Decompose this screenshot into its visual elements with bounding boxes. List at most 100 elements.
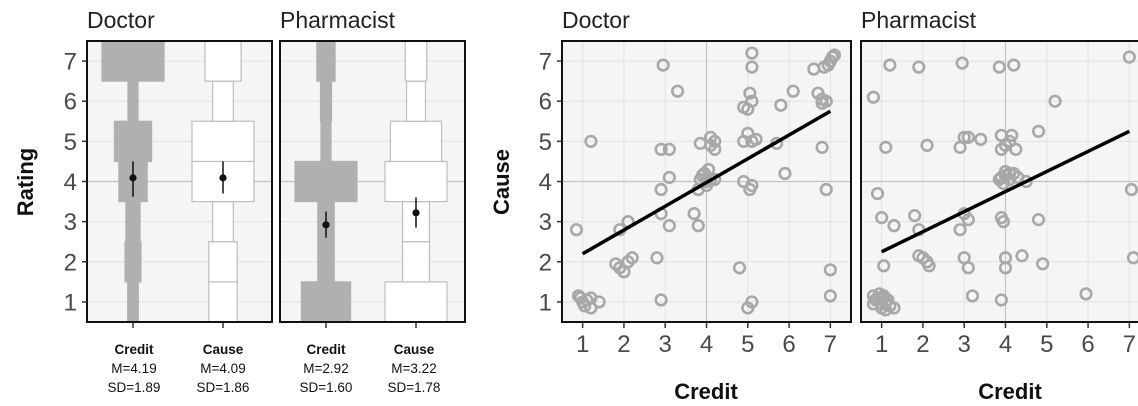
scatter-point	[1003, 134, 1017, 148]
distribution-block-cause-6	[212, 80, 234, 122]
x-ticks: 1 2 3 4 5 6 7	[576, 322, 837, 358]
x-tick-label: 1	[576, 331, 589, 358]
scatter-point	[955, 56, 969, 70]
panel-title-doctor-ratings: Doctor	[87, 7, 155, 33]
y-tick-label: 4	[64, 169, 77, 196]
scatter-point	[743, 86, 757, 100]
scatter-point	[749, 132, 763, 146]
distribution-block-credit-2	[317, 241, 335, 283]
distribution-block-cause-6	[405, 80, 427, 122]
scatter-point	[745, 94, 759, 108]
distribution-block-credit-1	[300, 281, 352, 323]
scatter-point	[872, 287, 887, 301]
stat-doctor-cause-sd: SD=1.86	[197, 380, 250, 395]
y-ticks: 1 2 3 4 5 6 7	[539, 49, 562, 316]
scatter-points	[866, 50, 1138, 317]
stat-doctor-cause-name: Cause	[203, 342, 244, 357]
panel-title-doctor-scatter: Doctor	[562, 7, 630, 33]
stat-pharmacist-credit-name: Credit	[306, 342, 346, 357]
credit-axis-label-doctor: Credit	[674, 379, 738, 404]
rating-distribution-chart: Rating Doctor 1 2 3 4 5 6 7 Pharmacist Credit …	[13, 7, 466, 395]
panel-pharmacist-scatter: Pharmacist 1 2 3 4 5 6 7 Credit	[860, 7, 1138, 404]
y-tick-label: 2	[539, 249, 552, 276]
y-tick-label: 7	[64, 49, 77, 76]
y-tick-label: 5	[64, 129, 77, 156]
scatter-point	[662, 170, 676, 185]
scatter-point	[827, 48, 842, 62]
scatter-point	[1015, 249, 1029, 263]
credit-axis-label-pharmacist: Credit	[978, 379, 1042, 404]
scatter-point	[654, 293, 668, 307]
scatter-point	[741, 301, 755, 315]
scatter-point	[825, 50, 840, 64]
scatter-point	[961, 130, 975, 144]
rating-axis-label: Rating	[13, 148, 38, 216]
distribution-block-credit-7	[316, 40, 336, 82]
distribution-block-cause-2	[401, 241, 431, 283]
scatter-point	[887, 301, 901, 315]
scatter-point	[819, 94, 833, 108]
scatter-point	[819, 182, 833, 197]
x-tick-label: 6	[782, 331, 795, 358]
scatter-point	[994, 293, 1008, 307]
scatter-point	[786, 84, 800, 98]
scatter-point	[745, 60, 759, 74]
scatter-point	[1122, 50, 1136, 64]
distribution-block-credit-5	[113, 120, 153, 163]
y-tick-label: 4	[539, 169, 552, 196]
scatter-point	[823, 289, 837, 303]
scatter-point	[887, 219, 901, 233]
scatter-point	[920, 138, 934, 152]
scatter-point	[823, 263, 837, 277]
stat-pharmacist-cause-sd: SD=1.78	[388, 380, 441, 395]
panel-pharmacist-ratings: Pharmacist	[279, 7, 466, 328]
distribution-block-cause-1	[384, 281, 448, 323]
distribution-block-credit-5	[320, 120, 332, 163]
scatter-point	[877, 259, 891, 273]
scatter-point	[974, 132, 988, 146]
distribution-marks	[101, 40, 255, 328]
y-tick-label: 2	[64, 249, 77, 276]
x-tick-label: 5	[1040, 331, 1053, 358]
scatter-point	[743, 182, 757, 197]
x-ticks: 1 2 3 4 5 6 7	[875, 322, 1136, 358]
scatter-point	[875, 211, 889, 225]
scatter-point	[815, 140, 829, 154]
distribution-block-credit-3	[125, 200, 141, 243]
distribution-block-credit-6	[319, 80, 333, 122]
distribution-block-credit-7	[101, 40, 165, 82]
scatter-point	[708, 142, 722, 156]
scatter-point	[693, 136, 707, 150]
scatter-point	[1124, 182, 1138, 197]
y-tick-label: 3	[539, 209, 552, 236]
scatter-point	[1036, 257, 1050, 271]
stat-doctor-cause-mean: M=4.09	[200, 361, 245, 376]
x-tick-label: 3	[659, 331, 672, 358]
scatter-point	[908, 209, 922, 223]
scatter-point	[912, 60, 926, 74]
scatter-point	[625, 251, 639, 265]
x-tick-label: 7	[824, 331, 837, 358]
y-tick-label: 6	[64, 89, 77, 116]
y-tick-label: 6	[539, 89, 552, 116]
scatter-point	[662, 219, 676, 233]
scatter-points	[569, 46, 842, 315]
scatter-point	[578, 299, 592, 313]
x-tick-label: 2	[617, 331, 630, 358]
mean-point-cause	[412, 209, 420, 217]
scatter-point	[1126, 251, 1138, 265]
scatter-point	[592, 295, 606, 309]
distribution-block-cause-1	[208, 281, 238, 323]
distribution-marks	[294, 40, 448, 328]
scatter-point	[1048, 94, 1062, 108]
scatter-point	[1005, 128, 1019, 142]
x-tick-label: 3	[958, 331, 971, 358]
x-tick-label: 7	[1123, 331, 1136, 358]
distribution-block-cause-7	[404, 40, 428, 82]
plot-frame	[279, 40, 466, 323]
stat-pharmacist-credit-sd: SD=1.60	[300, 380, 353, 395]
scatter-point	[609, 257, 623, 271]
panel-title-pharmacist-scatter: Pharmacist	[861, 7, 977, 33]
scatter-point	[687, 207, 701, 221]
